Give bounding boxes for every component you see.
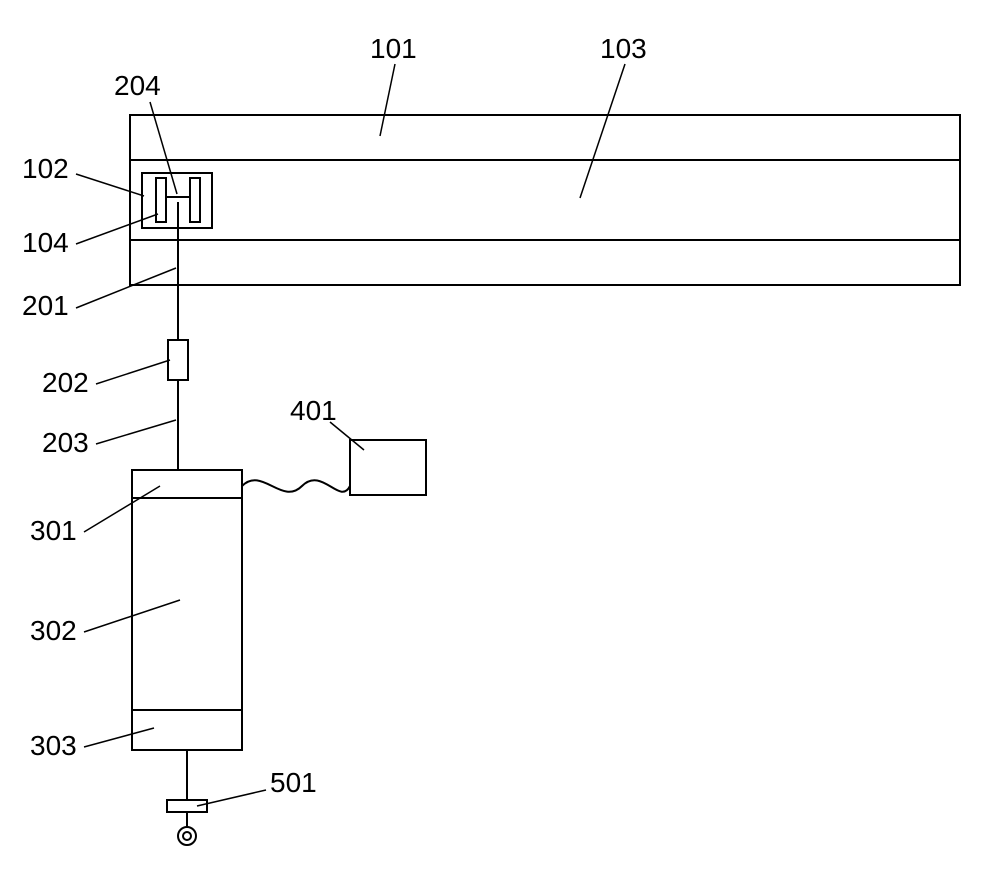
leader-103 [580,64,625,198]
top-block [130,115,960,285]
label-103: 103 [600,33,647,64]
leader-501 [197,790,266,806]
leader-401 [330,422,364,450]
label-201: 201 [22,290,69,321]
roller-left [156,178,166,222]
leader-202 [96,360,170,384]
label-203: 203 [42,427,89,458]
leader-201 [76,268,176,308]
output-ring-outer [178,827,196,845]
label-101: 101 [370,33,417,64]
label-401: 401 [290,395,337,426]
label-104: 104 [22,227,69,258]
label-301: 301 [30,515,77,546]
label-204: 204 [114,70,161,101]
label-302: 302 [30,615,77,646]
roller-right [190,178,200,222]
leader-102 [76,174,144,196]
output-ring-inner [183,832,191,840]
leader-101 [380,64,395,136]
output-flange [167,800,207,812]
label-501: 501 [270,767,317,798]
leader-303 [84,728,154,747]
leader-301 [84,486,160,532]
shaft-connector [168,340,188,380]
label-202: 202 [42,367,89,398]
leader-203 [96,420,176,444]
label-102: 102 [22,153,69,184]
label-303: 303 [30,730,77,761]
diagram-canvas: 101 103 204 102 104 201 202 203 301 302 303 401 501 [0,0,1000,877]
hose [242,480,350,492]
